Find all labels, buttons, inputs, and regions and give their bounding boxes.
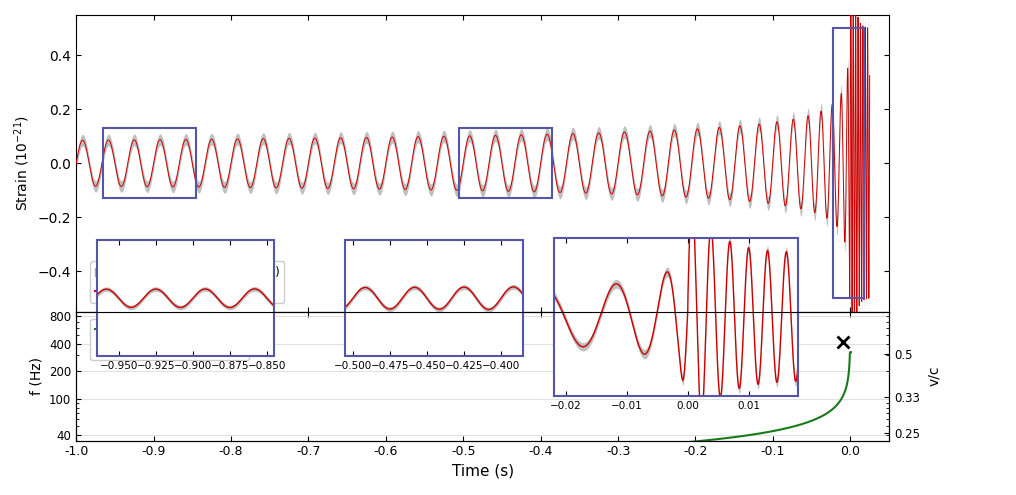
Y-axis label: Strain ($10^{-21}$): Strain ($10^{-21}$) xyxy=(12,115,33,211)
Y-axis label: v/c: v/c xyxy=(927,366,941,386)
Bar xyxy=(459,128,553,198)
Y-axis label: f (Hz): f (Hz) xyxy=(29,357,44,395)
Legend: GW Frequency, Peak GW amplitude: GW Frequency, Peak GW amplitude xyxy=(90,319,249,360)
Bar xyxy=(104,128,196,198)
X-axis label: Time (s): Time (s) xyxy=(451,464,514,479)
Bar xyxy=(833,28,865,298)
Legend: Reconstructed (template), Numerical relativity: Reconstructed (template), Numerical rela… xyxy=(90,261,284,302)
